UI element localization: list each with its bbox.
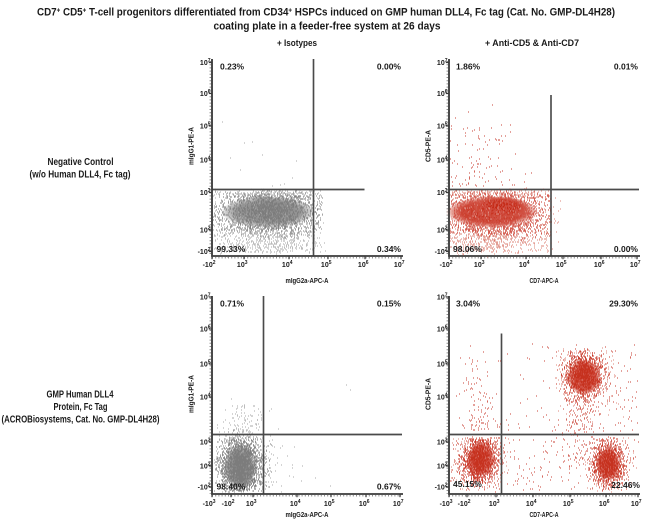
svg-text:0.71%: 0.71%	[220, 299, 245, 309]
svg-text:mIgG1-PE-A: mIgG1-PE-A	[187, 375, 196, 413]
svg-text:104: 104	[526, 499, 537, 508]
svg-text:0.00%: 0.00%	[614, 244, 639, 254]
svg-text:(w/o Human DLL4, Fc tag): (w/o Human DLL4, Fc tag)	[30, 169, 131, 181]
svg-text:0.34%: 0.34%	[377, 244, 402, 254]
svg-text:103: 103	[437, 188, 448, 197]
svg-text:-102: -102	[222, 499, 235, 508]
svg-text:-102: -102	[203, 260, 216, 269]
svg-text:105: 105	[200, 122, 211, 131]
svg-text:107: 107	[200, 293, 211, 302]
svg-text:104: 104	[290, 499, 301, 508]
svg-text:105: 105	[437, 360, 448, 369]
svg-text:0.67%: 0.67%	[377, 482, 402, 492]
svg-text:mIgG1-PE-A: mIgG1-PE-A	[187, 127, 196, 165]
svg-text:CD7-APC-A: CD7-APC-A	[530, 510, 559, 519]
svg-text:-102: -102	[198, 247, 211, 256]
svg-text:Negative Control: Negative Control	[48, 156, 114, 168]
svg-text:105: 105	[200, 360, 211, 369]
svg-text:107: 107	[437, 58, 448, 67]
svg-text:104: 104	[437, 156, 448, 165]
svg-text:105: 105	[324, 499, 335, 508]
svg-text:107: 107	[394, 260, 405, 269]
svg-text:105: 105	[563, 499, 574, 508]
svg-text:104: 104	[200, 393, 211, 402]
svg-text:104: 104	[519, 260, 530, 269]
svg-text:102: 102	[200, 226, 211, 235]
svg-text:CD7+ CD5+ T-cell progenitors d: CD7+ CD5+ T-cell progenitors differentia…	[37, 7, 615, 19]
svg-text:106: 106	[594, 260, 605, 269]
svg-text:(ACROBiosystems, Cat. No. GMP-: (ACROBiosystems, Cat. No. GMP-DL4H28)	[2, 414, 160, 426]
svg-text:-103: -103	[440, 499, 453, 508]
svg-text:105: 105	[321, 260, 332, 269]
svg-text:106: 106	[200, 325, 211, 334]
svg-text:-102: -102	[198, 483, 211, 492]
svg-text:104: 104	[437, 393, 448, 402]
svg-text:-102: -102	[435, 483, 448, 492]
svg-text:-102: -102	[440, 260, 453, 269]
svg-text:GMP Human DLL4: GMP Human DLL4	[47, 389, 114, 401]
svg-text:CD5-PE-A: CD5-PE-A	[424, 129, 433, 162]
svg-text:106: 106	[200, 89, 211, 98]
svg-text:103: 103	[437, 438, 448, 447]
svg-text:0.23%: 0.23%	[220, 62, 245, 72]
svg-text:mIgG2a-APC-A: mIgG2a-APC-A	[286, 276, 329, 285]
svg-text:-102: -102	[458, 499, 471, 508]
svg-text:22.46%: 22.46%	[611, 480, 640, 490]
svg-text:106: 106	[437, 89, 448, 98]
svg-text:106: 106	[358, 260, 369, 269]
svg-text:107: 107	[631, 499, 642, 508]
svg-text:Protein, Fc Tag: Protein, Fc Tag	[54, 401, 108, 413]
svg-text:0.01%: 0.01%	[614, 62, 639, 72]
svg-text:103: 103	[200, 438, 211, 447]
svg-text:0.15%: 0.15%	[377, 299, 402, 309]
svg-text:103: 103	[237, 260, 248, 269]
svg-text:coating plate in a feeder-free: coating plate in a feeder-free system at…	[214, 21, 441, 33]
svg-text:3.04%: 3.04%	[456, 299, 481, 309]
svg-text:+ Anti-CD5 & Anti-CD7: + Anti-CD5 & Anti-CD7	[485, 38, 579, 48]
svg-text:CD5-PE-A: CD5-PE-A	[424, 377, 433, 410]
svg-text:107: 107	[630, 260, 641, 269]
svg-text:106: 106	[359, 499, 370, 508]
svg-text:106: 106	[599, 499, 610, 508]
svg-text:103: 103	[200, 188, 211, 197]
svg-text:CD7-APC-A: CD7-APC-A	[530, 276, 559, 285]
svg-text:107: 107	[437, 293, 448, 302]
svg-text:102: 102	[437, 226, 448, 235]
svg-text:29.30%: 29.30%	[609, 299, 638, 309]
svg-text:104: 104	[200, 156, 211, 165]
svg-text:107: 107	[393, 499, 404, 508]
svg-text:mIgG2a-APC-A: mIgG2a-APC-A	[286, 510, 329, 519]
svg-text:105: 105	[556, 260, 567, 269]
svg-text:99.33%: 99.33%	[217, 244, 246, 254]
svg-text:103: 103	[474, 260, 485, 269]
svg-text:102: 102	[200, 462, 211, 471]
svg-text:104: 104	[282, 260, 293, 269]
svg-text:105: 105	[437, 122, 448, 131]
svg-text:+ Isotypes: + Isotypes	[277, 38, 317, 48]
svg-text:102: 102	[437, 462, 448, 471]
svg-text:1.86%: 1.86%	[456, 62, 481, 72]
svg-text:106: 106	[437, 325, 448, 334]
svg-text:0.00%: 0.00%	[377, 62, 402, 72]
svg-text:-102: -102	[435, 247, 448, 256]
svg-text:-103: -103	[203, 499, 216, 508]
svg-text:98.40%: 98.40%	[217, 482, 246, 492]
svg-text:103: 103	[246, 499, 257, 508]
svg-text:45.15%: 45.15%	[453, 479, 482, 489]
svg-text:103: 103	[489, 499, 500, 508]
svg-text:107: 107	[200, 58, 211, 67]
svg-text:98.06%: 98.06%	[453, 244, 482, 254]
